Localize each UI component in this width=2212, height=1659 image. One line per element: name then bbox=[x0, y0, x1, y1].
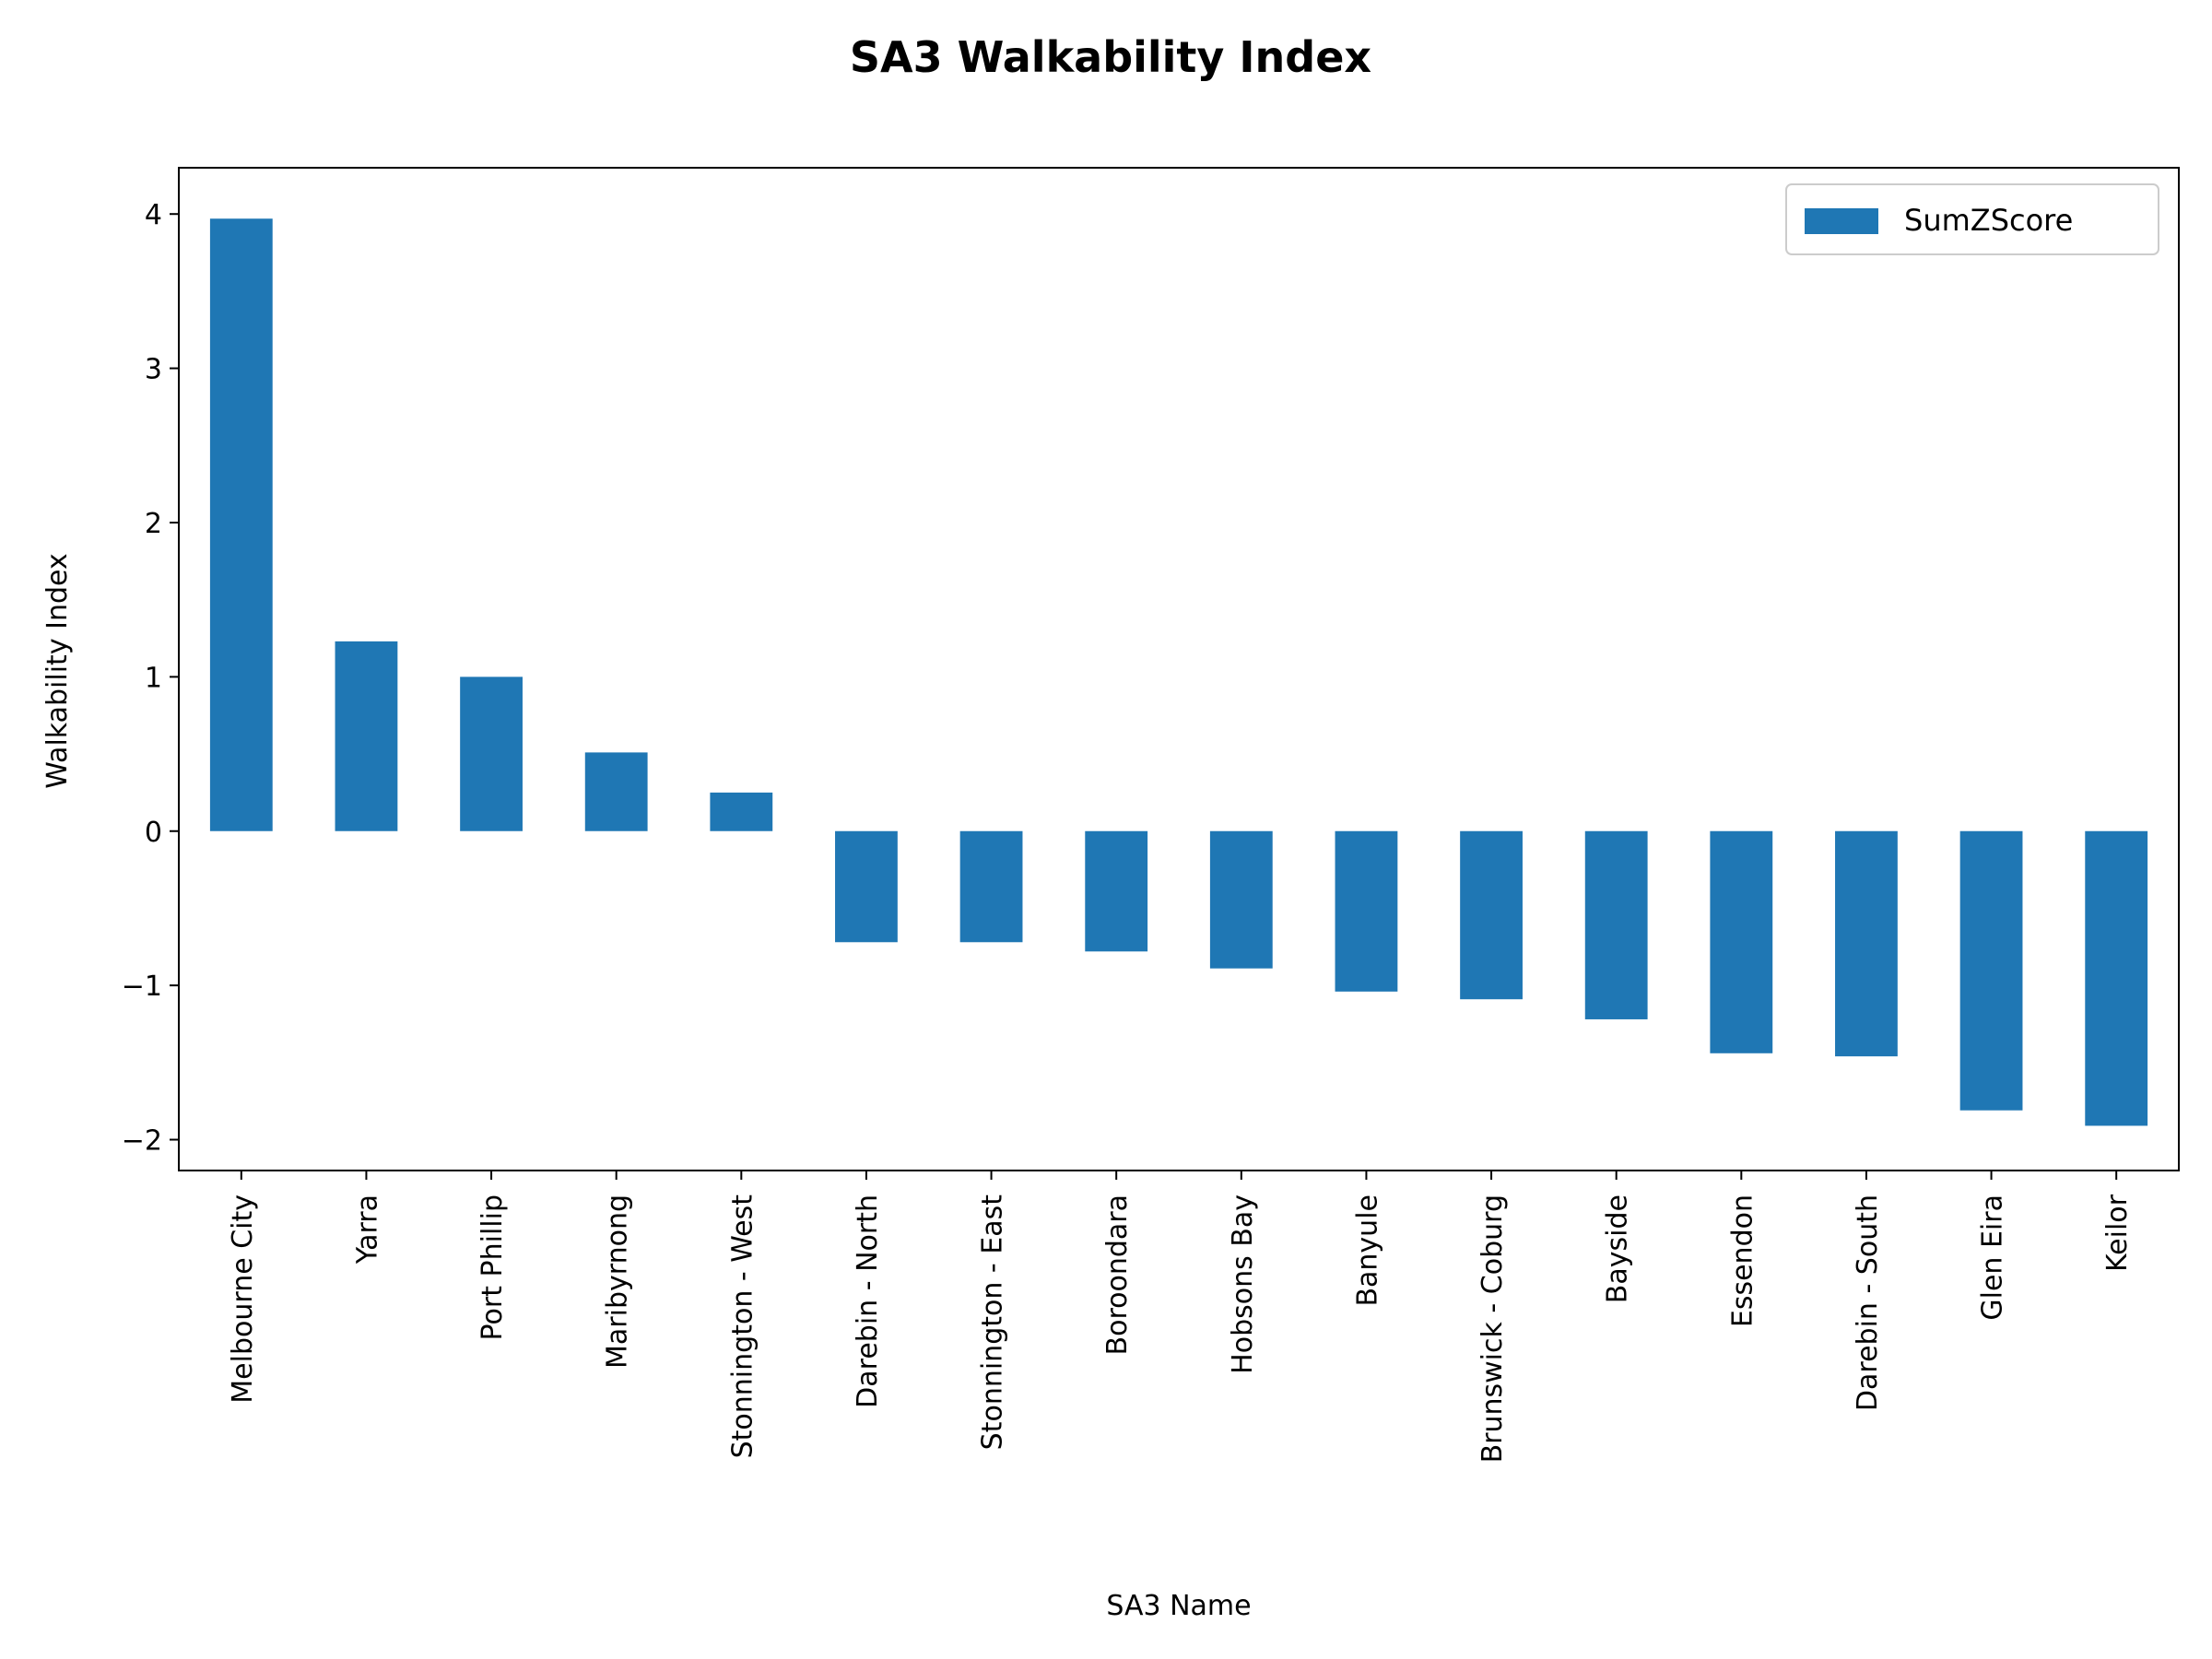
bar-13 bbox=[1710, 830, 1773, 1053]
y-tick-label: −2 bbox=[122, 1125, 162, 1158]
y-axis-label: Walkability Index bbox=[41, 553, 74, 788]
legend-label: SumZScore bbox=[1904, 203, 2073, 238]
bar-1 bbox=[209, 218, 273, 831]
x-tick-label: Keilor bbox=[2101, 1194, 2134, 1272]
x-tick-label: Melbourne City bbox=[227, 1194, 259, 1404]
bar-3 bbox=[460, 677, 523, 831]
bar-9 bbox=[1209, 830, 1273, 969]
x-tick-label: Brunswick - Coburg bbox=[1477, 1194, 1509, 1463]
y-tick-label: 3 bbox=[145, 354, 162, 386]
x-tick-label: Boroondara bbox=[1101, 1194, 1134, 1355]
bar-6 bbox=[835, 830, 898, 943]
x-tick-label: Bayside bbox=[1602, 1194, 1634, 1303]
bar-5 bbox=[710, 792, 773, 831]
bar-7 bbox=[959, 830, 1023, 943]
legend-box bbox=[1785, 183, 2159, 255]
x-tick-label: Hobsons Bay bbox=[1227, 1194, 1259, 1374]
x-tick-label: Maribyrnong bbox=[602, 1194, 634, 1369]
x-tick-label: Port Phillip bbox=[477, 1194, 509, 1341]
bar-11 bbox=[1460, 830, 1523, 1000]
bar-2 bbox=[335, 641, 398, 831]
bar-14 bbox=[1835, 830, 1898, 1057]
chart-title: SA3 Walkability Index bbox=[850, 32, 1371, 82]
x-tick-label: Yarra bbox=[351, 1194, 383, 1265]
bar-10 bbox=[1335, 830, 1398, 992]
bar-8 bbox=[1085, 830, 1148, 952]
bar-15 bbox=[1959, 830, 2023, 1111]
bar-12 bbox=[1584, 830, 1648, 1019]
x-tick-label: Glen Eira bbox=[1977, 1194, 2009, 1321]
x-axis-label: SA3 Name bbox=[1106, 1590, 1251, 1622]
x-tick-label: Banyule bbox=[1351, 1194, 1383, 1307]
y-tick-label: 1 bbox=[145, 662, 162, 694]
y-tick-label: 2 bbox=[145, 508, 162, 540]
x-tick-label: Stonnington - West bbox=[726, 1194, 759, 1459]
x-tick-label: Stonnington - East bbox=[977, 1194, 1009, 1451]
y-tick-label: −1 bbox=[122, 971, 162, 1003]
y-tick-label: 0 bbox=[145, 817, 162, 849]
legend-swatch bbox=[1805, 208, 1878, 234]
legend: SumZScore bbox=[1785, 183, 2159, 255]
x-tick-label: Darebin - South bbox=[1852, 1194, 1884, 1411]
plot-frame bbox=[178, 167, 2180, 1171]
y-tick-label: 4 bbox=[145, 199, 162, 231]
bar-16 bbox=[2085, 830, 2148, 1126]
x-tick-label: Essendon bbox=[1726, 1194, 1759, 1327]
x-tick-label: Darebin - North bbox=[852, 1194, 884, 1408]
bar-4 bbox=[584, 752, 648, 831]
